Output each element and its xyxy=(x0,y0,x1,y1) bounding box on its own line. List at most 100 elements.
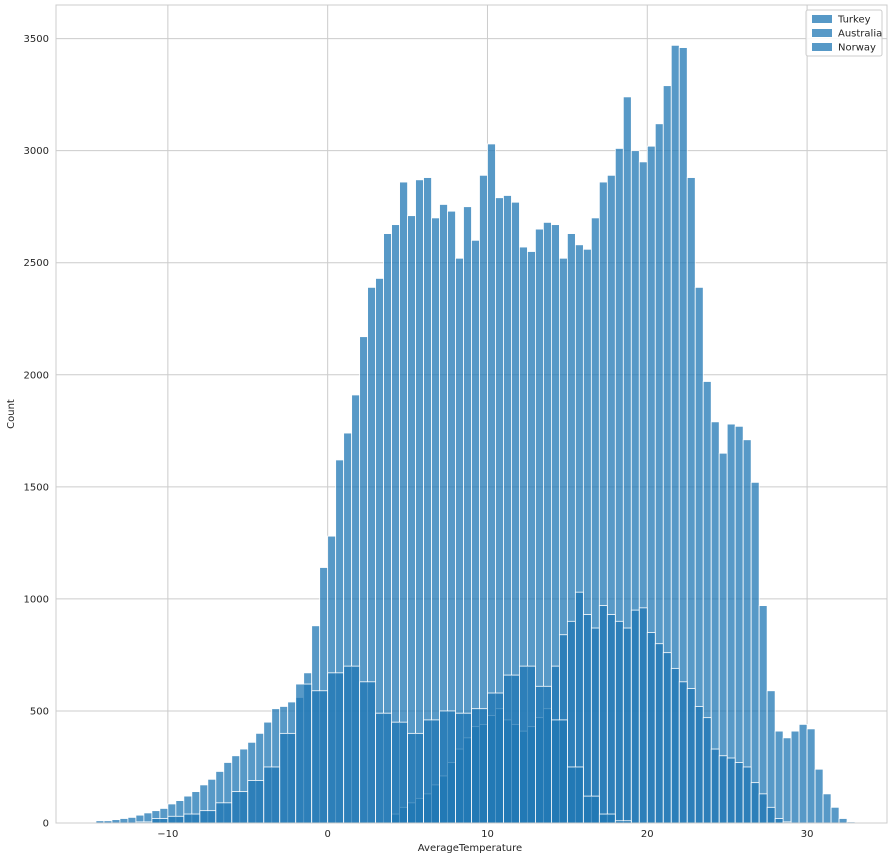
bar-norway xyxy=(311,690,329,824)
bar-australia xyxy=(622,627,632,824)
bar-australia xyxy=(662,652,672,824)
bar-australia xyxy=(694,706,704,824)
bar-turkey xyxy=(742,439,752,824)
x-tick-label: 10 xyxy=(481,829,494,840)
bar-australia xyxy=(654,643,664,824)
bar-norway xyxy=(327,672,345,824)
bar-australia xyxy=(702,717,712,824)
histogram-bars xyxy=(95,44,856,824)
bar-turkey xyxy=(774,730,784,824)
y-tick-label: 1500 xyxy=(24,482,49,493)
bar-norway xyxy=(167,815,185,824)
bar-australia xyxy=(742,766,752,824)
bar-norway xyxy=(231,791,249,824)
bar-norway xyxy=(199,810,217,824)
y-tick-label: 1000 xyxy=(24,594,49,605)
bar-norway xyxy=(439,710,456,824)
bar-turkey xyxy=(750,481,760,824)
legend-swatch-turkey xyxy=(812,15,832,23)
bar-norway xyxy=(551,719,568,824)
bar-turkey xyxy=(415,179,424,824)
bar-australia xyxy=(686,688,696,824)
x-tick-label: 0 xyxy=(324,829,330,840)
plot-frame xyxy=(55,4,888,824)
x-tick-label: −10 xyxy=(157,829,178,840)
bar-australia xyxy=(710,748,720,824)
legend-label-turkey: Turkey xyxy=(837,15,871,26)
bar-turkey xyxy=(766,690,776,824)
bar-turkey xyxy=(838,818,848,824)
legend-swatch-norway xyxy=(812,43,832,51)
bar-australia xyxy=(718,755,728,824)
bar-australia xyxy=(758,793,768,824)
bar-turkey xyxy=(790,730,800,824)
y-axis-label: Count xyxy=(6,399,17,429)
bar-norway xyxy=(215,802,233,824)
bar-australia xyxy=(678,681,688,824)
legend-label-norway: Norway xyxy=(838,43,876,54)
bar-australia xyxy=(638,607,648,824)
bar-australia xyxy=(646,632,656,824)
bar-norway xyxy=(279,732,297,824)
bar-turkey xyxy=(798,723,808,824)
bar-australia xyxy=(590,627,600,824)
bar-turkey xyxy=(830,806,840,824)
x-tick-label: 20 xyxy=(641,829,654,840)
bar-norway xyxy=(375,712,392,824)
x-tick-label: 30 xyxy=(801,829,814,840)
bar-norway xyxy=(423,719,440,824)
bar-australia xyxy=(774,818,784,824)
bar-turkey xyxy=(127,816,137,824)
bar-norway xyxy=(263,766,281,824)
bar-norway xyxy=(487,692,504,824)
y-tick-label: 2000 xyxy=(24,370,49,381)
bar-australia xyxy=(734,762,744,824)
y-tick-labels: 0 500 1000 1500 2000 2500 3000 3500 xyxy=(24,34,49,829)
bar-australia xyxy=(598,605,608,824)
bar-norway xyxy=(535,685,552,824)
legend-items: Turkey Australia Norway xyxy=(812,15,882,54)
bar-turkey xyxy=(407,215,416,824)
y-tick-label: 3000 xyxy=(24,146,49,157)
bar-turkey xyxy=(806,728,816,824)
bar-turkey xyxy=(814,768,824,824)
y-tick-label: 3500 xyxy=(24,34,49,45)
bar-norway xyxy=(582,795,600,824)
bar-norway xyxy=(151,818,169,824)
bar-australia xyxy=(606,614,616,824)
bar-norway xyxy=(566,766,584,824)
bar-norway xyxy=(295,683,313,824)
series-turkey xyxy=(95,44,856,824)
bar-australia xyxy=(670,667,680,824)
bar-norway xyxy=(343,665,361,824)
bar-norway xyxy=(247,780,265,824)
bar-norway xyxy=(407,732,424,824)
series-norway xyxy=(135,665,632,824)
bar-norway xyxy=(471,708,488,824)
x-axis-label: AverageTemperature xyxy=(418,843,522,854)
bar-turkey xyxy=(119,818,129,824)
bar-australia xyxy=(630,609,640,824)
y-tick-label: 500 xyxy=(30,706,49,717)
bar-australia xyxy=(766,806,776,824)
legend-swatch-australia xyxy=(812,29,832,37)
bar-turkey xyxy=(782,737,792,824)
bar-australia xyxy=(582,614,592,824)
bar-norway xyxy=(391,721,408,824)
bar-australia xyxy=(614,620,624,824)
bar-turkey xyxy=(758,605,768,824)
bar-turkey xyxy=(111,819,121,824)
bar-norway xyxy=(519,665,536,824)
bar-norway xyxy=(503,674,520,824)
legend: Turkey Australia Norway xyxy=(805,9,883,57)
bar-turkey xyxy=(822,793,832,824)
y-tick-label: 2500 xyxy=(24,258,49,269)
bar-australia xyxy=(726,757,736,824)
y-tick-label: 0 xyxy=(43,819,49,830)
bar-norway xyxy=(598,813,616,824)
bar-norway xyxy=(183,813,201,824)
bar-norway xyxy=(359,681,377,824)
legend-label-australia: Australia xyxy=(838,29,882,40)
